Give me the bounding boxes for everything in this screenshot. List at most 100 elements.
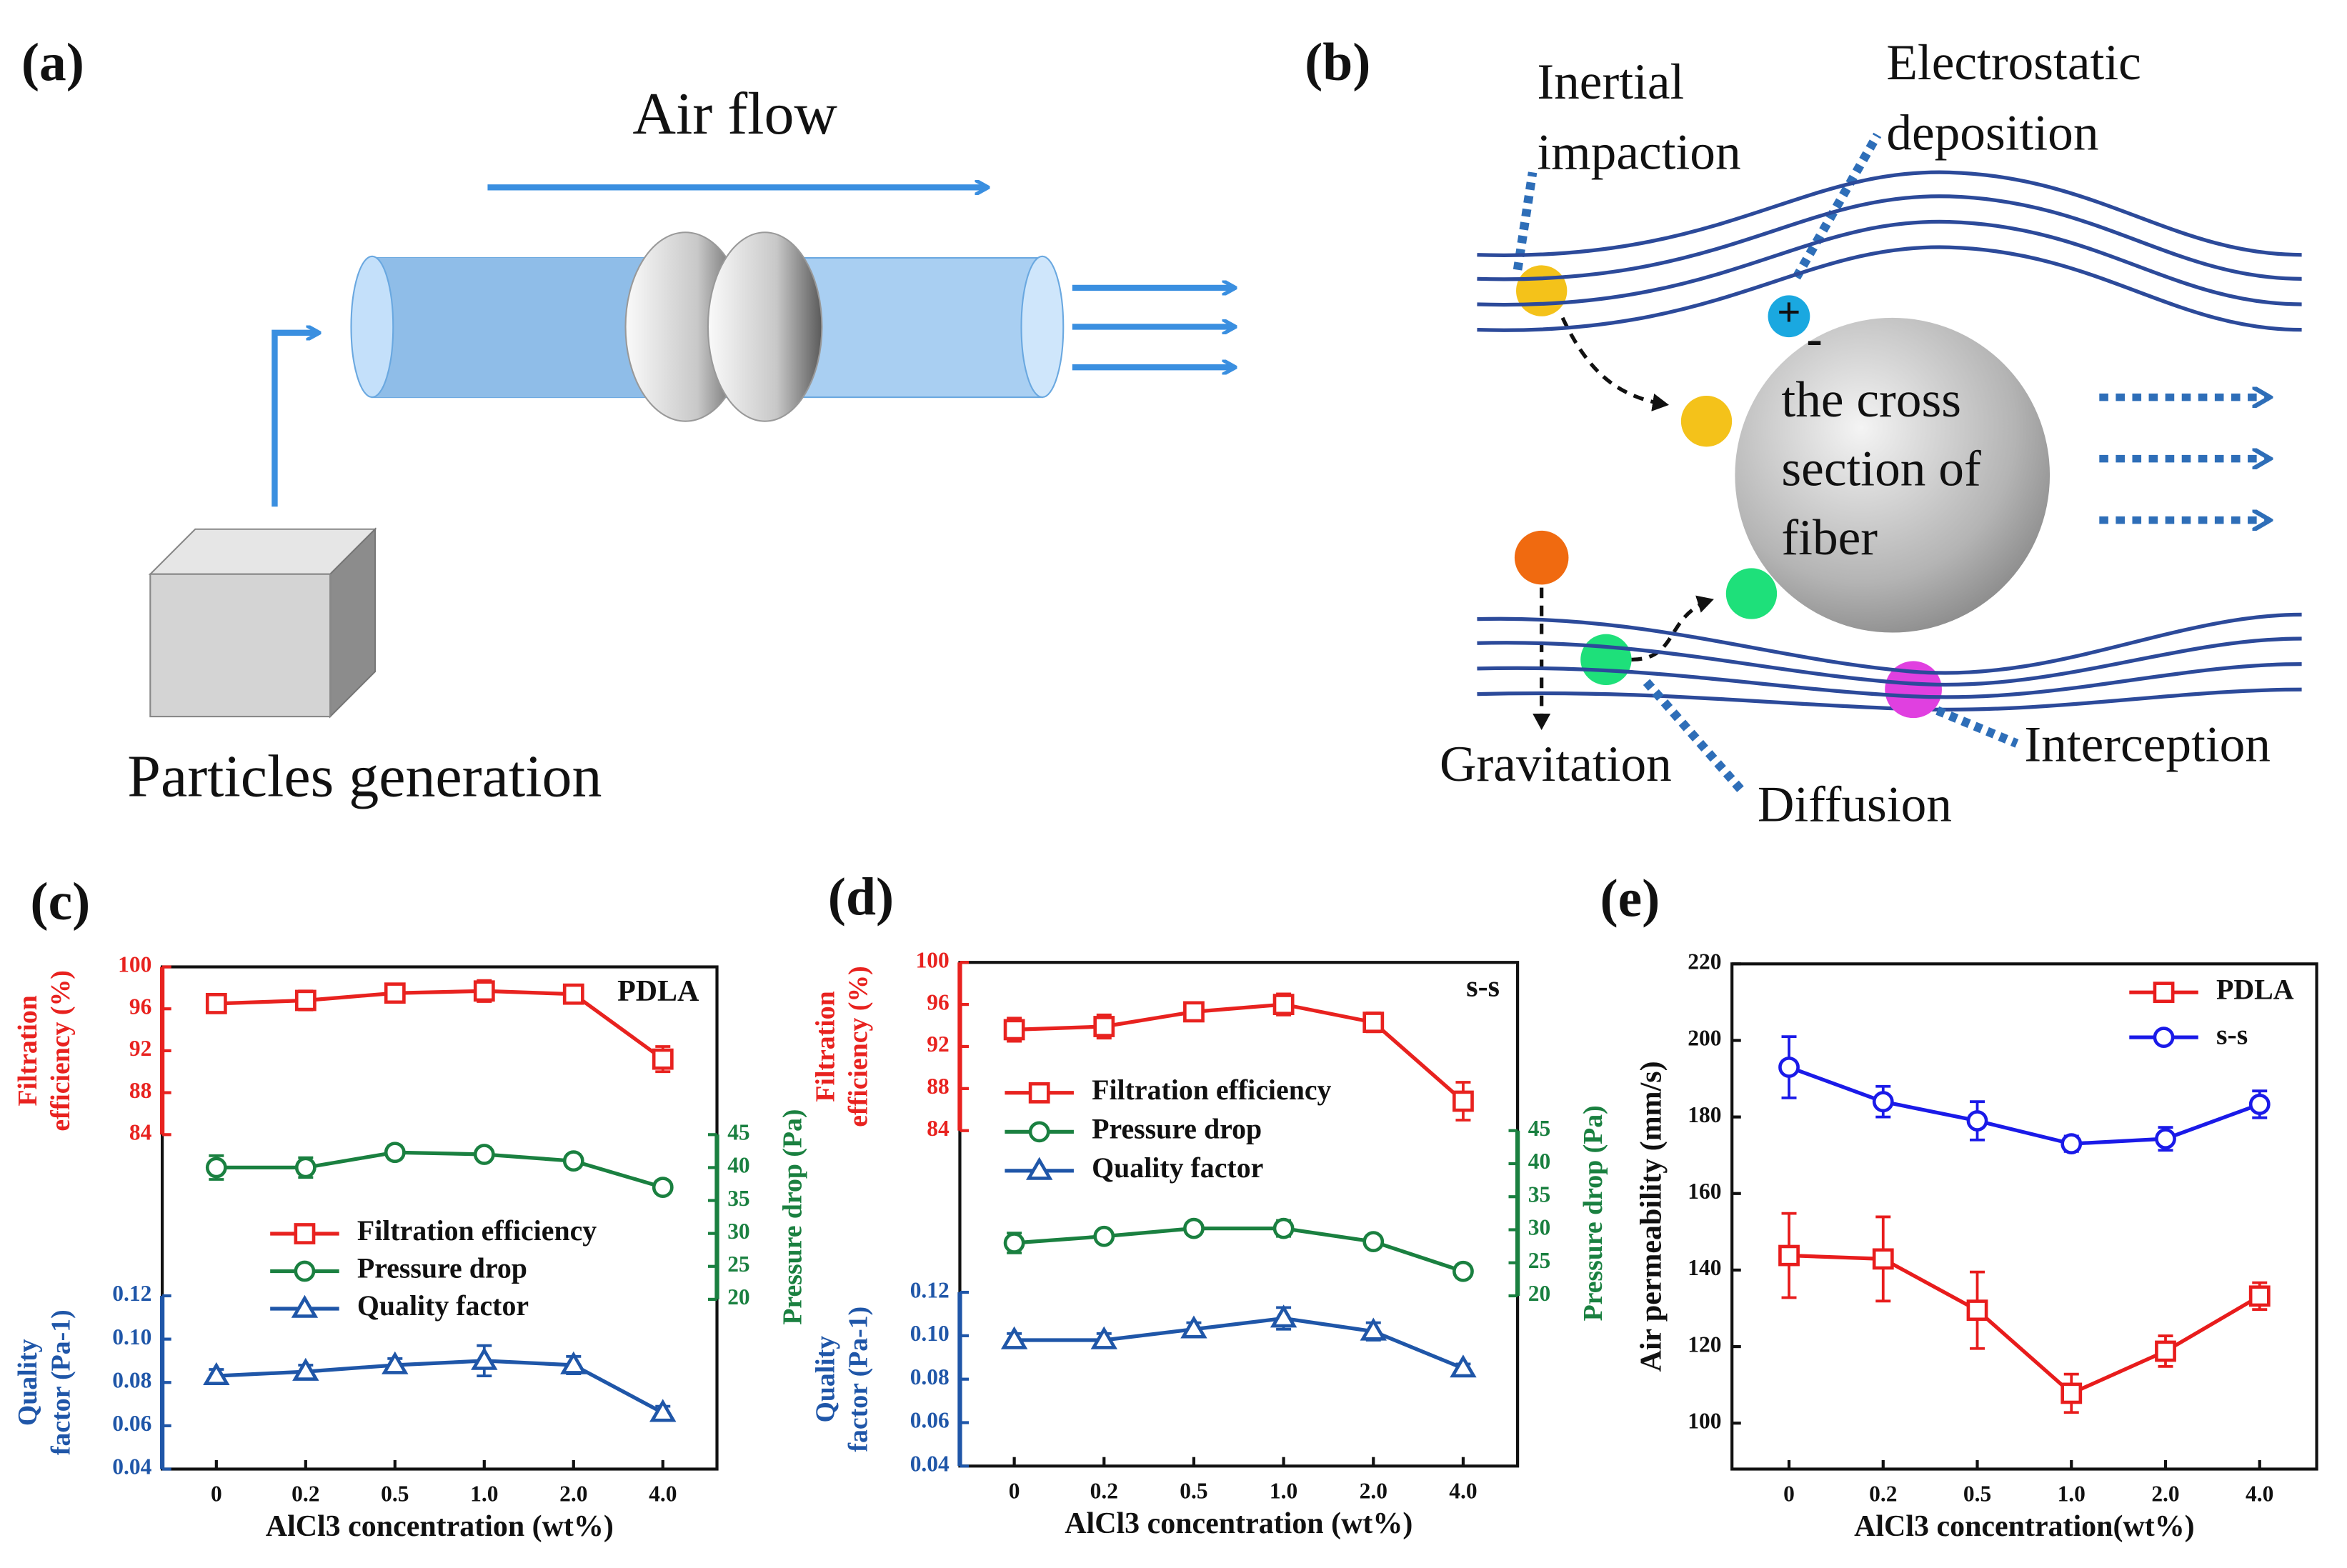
marker	[2153, 982, 2175, 1004]
marker	[1093, 1225, 1115, 1247]
box-front	[149, 573, 332, 718]
streamline	[1477, 219, 2302, 307]
y-axis-label: Quality	[810, 1336, 840, 1423]
marker	[1003, 1232, 1025, 1254]
y-tick-label: 96	[927, 989, 949, 1014]
y-tick-label: 0.10	[910, 1321, 950, 1346]
marker	[2155, 1128, 2176, 1150]
marker	[1093, 1016, 1115, 1037]
y-axis-label: Pressure drop (Pa)	[777, 1109, 807, 1325]
y-tick-label: 0.12	[112, 1281, 151, 1306]
marker	[1450, 1354, 1477, 1378]
series-line	[1788, 1253, 2261, 1396]
y-tick-label: 84	[927, 1116, 950, 1141]
x-tick-label: 0.5	[381, 1481, 409, 1506]
marker	[1872, 1091, 1894, 1113]
marker	[294, 1157, 317, 1179]
particle	[1516, 265, 1568, 316]
marker	[1778, 1244, 1800, 1267]
marker	[1362, 1231, 1385, 1253]
y-tick-label: 30	[1528, 1215, 1550, 1240]
panel-label: (e)	[1600, 869, 1660, 929]
series-line	[216, 1359, 664, 1414]
y-tick-label: 20	[1528, 1281, 1550, 1306]
particle	[1885, 661, 1942, 719]
marker	[1272, 1217, 1295, 1239]
y-axis-label: Filtration	[810, 991, 840, 1102]
x-tick-label: 0	[1783, 1481, 1795, 1506]
x-tick-label: 1.0	[2058, 1481, 2086, 1506]
marker	[1028, 1121, 1050, 1143]
y-axis-label: Air permeability (mm/s)	[1635, 1061, 1668, 1372]
pointer	[1643, 679, 1746, 795]
y-tick-label: 88	[129, 1078, 151, 1103]
legend-label: Pressure drop	[1092, 1113, 1262, 1145]
x-axis-label: AlCl3 concentration (wt%)	[266, 1510, 614, 1543]
marker	[562, 983, 584, 1005]
x-tick-label: 1.0	[470, 1481, 498, 1506]
y-tick-label: 0.06	[112, 1411, 151, 1436]
source-label: Particles generation	[127, 744, 602, 810]
marker	[2155, 1340, 2176, 1362]
y-tick-label: 96	[129, 994, 151, 1019]
y-axis-label: factor (Pa-1)	[844, 1307, 874, 1452]
marker	[471, 1347, 498, 1370]
marker	[1360, 1317, 1387, 1341]
y-tick-label: 40	[727, 1153, 749, 1178]
marker	[384, 982, 406, 1004]
y-tick-label: 0.04	[112, 1454, 151, 1479]
marker	[473, 1144, 495, 1165]
y-tick-label: 20	[727, 1284, 749, 1309]
marker	[1000, 1326, 1028, 1349]
x-tick-label: 0.2	[1869, 1481, 1897, 1506]
tube-end	[1020, 255, 1065, 399]
legend-label: Filtration efficiency	[357, 1214, 597, 1247]
fiber-label: fiber	[1781, 509, 1878, 566]
y-tick-label: 100	[118, 952, 151, 977]
y-tick-label: 45	[727, 1120, 749, 1145]
series-line	[216, 1150, 664, 1189]
legend-label: Quality factor	[1092, 1152, 1263, 1184]
x-tick-label: 0.5	[1963, 1481, 1991, 1506]
filter-disc	[707, 231, 823, 422]
legend-label: Quality factor	[357, 1289, 529, 1322]
series-line	[1014, 1316, 1464, 1370]
marker	[294, 989, 317, 1012]
y-tick-label: 180	[1688, 1102, 1721, 1127]
x-tick-label: 0.5	[1180, 1478, 1207, 1503]
marker	[1452, 1090, 1474, 1112]
x-tick-label: 0	[1009, 1478, 1020, 1503]
streamline	[1477, 245, 2302, 332]
x-tick-label: 4.0	[1449, 1478, 1477, 1503]
marker	[292, 1357, 319, 1381]
marker	[560, 1351, 587, 1374]
marker	[1025, 1157, 1053, 1180]
streamline	[1477, 170, 2302, 257]
marker	[2248, 1285, 2271, 1307]
y-tick-label: 0.12	[910, 1277, 950, 1302]
particle	[1514, 530, 1569, 585]
marker	[203, 1362, 230, 1385]
y-tick-label: 92	[927, 1032, 949, 1057]
annotation: PDLA	[617, 975, 699, 1008]
x-axis-label: AlCl3 concentration (wt%)	[1065, 1507, 1412, 1540]
panel-label: (d)	[828, 868, 894, 927]
marker	[294, 1260, 316, 1282]
mechanism-label: Diffusion	[1758, 776, 1952, 833]
mechanism-label: Gravitation	[1440, 736, 1672, 792]
tube-end	[350, 255, 394, 399]
streamline	[1477, 612, 2302, 675]
y-tick-label: 0.10	[112, 1324, 151, 1349]
y-tick-label: 35	[1528, 1182, 1550, 1207]
y-axis-label: factor (Pa-1)	[46, 1309, 76, 1455]
y-tick-label: 0.04	[910, 1452, 950, 1477]
y-tick-label: 30	[727, 1219, 749, 1244]
y-tick-label: 0.06	[910, 1408, 950, 1433]
marker	[294, 1223, 316, 1244]
marker	[291, 1294, 319, 1318]
marker	[473, 980, 495, 1002]
streamline	[1477, 194, 2302, 281]
series-line	[1014, 1002, 1465, 1103]
marker	[2248, 1094, 2271, 1115]
